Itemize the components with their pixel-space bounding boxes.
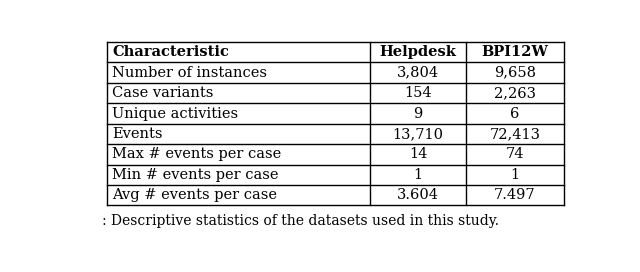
Text: 6: 6 — [510, 107, 520, 120]
Text: Events: Events — [112, 127, 163, 141]
Text: 3,804: 3,804 — [397, 66, 439, 80]
Text: 13,710: 13,710 — [392, 127, 444, 141]
Text: Avg # events per case: Avg # events per case — [112, 188, 277, 202]
Text: BPI12W: BPI12W — [481, 45, 548, 59]
Text: 74: 74 — [506, 147, 524, 161]
Text: 72,413: 72,413 — [490, 127, 541, 141]
Text: Min # events per case: Min # events per case — [112, 168, 279, 182]
Text: 9,658: 9,658 — [494, 66, 536, 80]
Text: Max # events per case: Max # events per case — [112, 147, 282, 161]
Text: 154: 154 — [404, 86, 432, 100]
Text: Characteristic: Characteristic — [112, 45, 229, 59]
Text: : Descriptive statistics of the datasets used in this study.: : Descriptive statistics of the datasets… — [102, 214, 499, 228]
Text: 9: 9 — [413, 107, 422, 120]
Text: 7.497: 7.497 — [494, 188, 536, 202]
Text: 1: 1 — [413, 168, 422, 182]
Text: Helpdesk: Helpdesk — [380, 45, 456, 59]
Text: 1: 1 — [511, 168, 520, 182]
Text: Unique activities: Unique activities — [112, 107, 238, 120]
Text: 2,263: 2,263 — [494, 86, 536, 100]
Text: 3.604: 3.604 — [397, 188, 439, 202]
Text: Case variants: Case variants — [112, 86, 214, 100]
Text: Number of instances: Number of instances — [112, 66, 268, 80]
Text: 14: 14 — [409, 147, 428, 161]
